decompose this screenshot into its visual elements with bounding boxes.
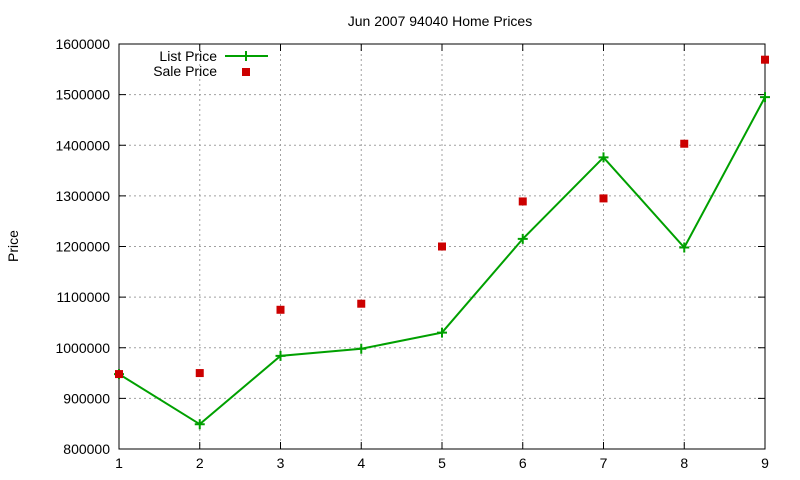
list-price-point [517,233,528,244]
sale-price-point [680,139,689,148]
y-tick-label: 1400000 [55,137,110,153]
sale-price-point [761,55,769,64]
sale-price-point [518,197,527,206]
x-tick-label: 2 [196,455,204,471]
sale-price-point [195,369,204,378]
y-tick-label: 1000000 [55,340,110,356]
chart-title: Jun 2007 94040 Home Prices [348,13,532,29]
y-tick-label: 1600000 [55,36,110,52]
list-price-point [356,343,367,354]
x-tick-label: 8 [680,455,688,471]
legend-label-list-price: List Price [159,48,217,64]
legend-label-sale-price: Sale Price [153,63,217,79]
axis-ticks: 800000 900000 1000000 1100000 1200000 1300000… [55,36,769,471]
sale-price-point [276,305,285,314]
list-price-point [598,152,609,163]
x-tick-label: 4 [357,455,365,471]
list-price-point [275,350,286,361]
x-tick-label: 7 [600,455,608,471]
y-tick-label: 1300000 [55,188,110,204]
legend-marker-list-price [241,51,251,61]
x-tick-label: 9 [761,455,769,471]
sale-price-point [357,299,366,308]
list-price-point [194,419,205,430]
sale-price-point [115,370,123,379]
y-tick-label: 900000 [63,390,110,406]
legend-marker-sale-price [242,68,250,76]
list-price-point [760,92,770,103]
list-price-point [437,327,447,338]
x-tick-label: 6 [519,455,527,471]
x-tick-label: 5 [438,455,446,471]
y-tick-label: 1100000 [57,289,111,305]
y-tick-label: 1200000 [55,239,110,255]
x-tick-label: 1 [115,455,123,471]
y-axis-label: Price [5,230,21,262]
x-tick-label: 3 [277,455,285,471]
y-tick-label: 1500000 [55,87,110,103]
y-tick-label: 800000 [63,441,110,457]
sale-price-point [438,242,446,251]
list-price-point [679,242,690,253]
series-layer [114,55,770,430]
sale-price-point [599,194,608,203]
